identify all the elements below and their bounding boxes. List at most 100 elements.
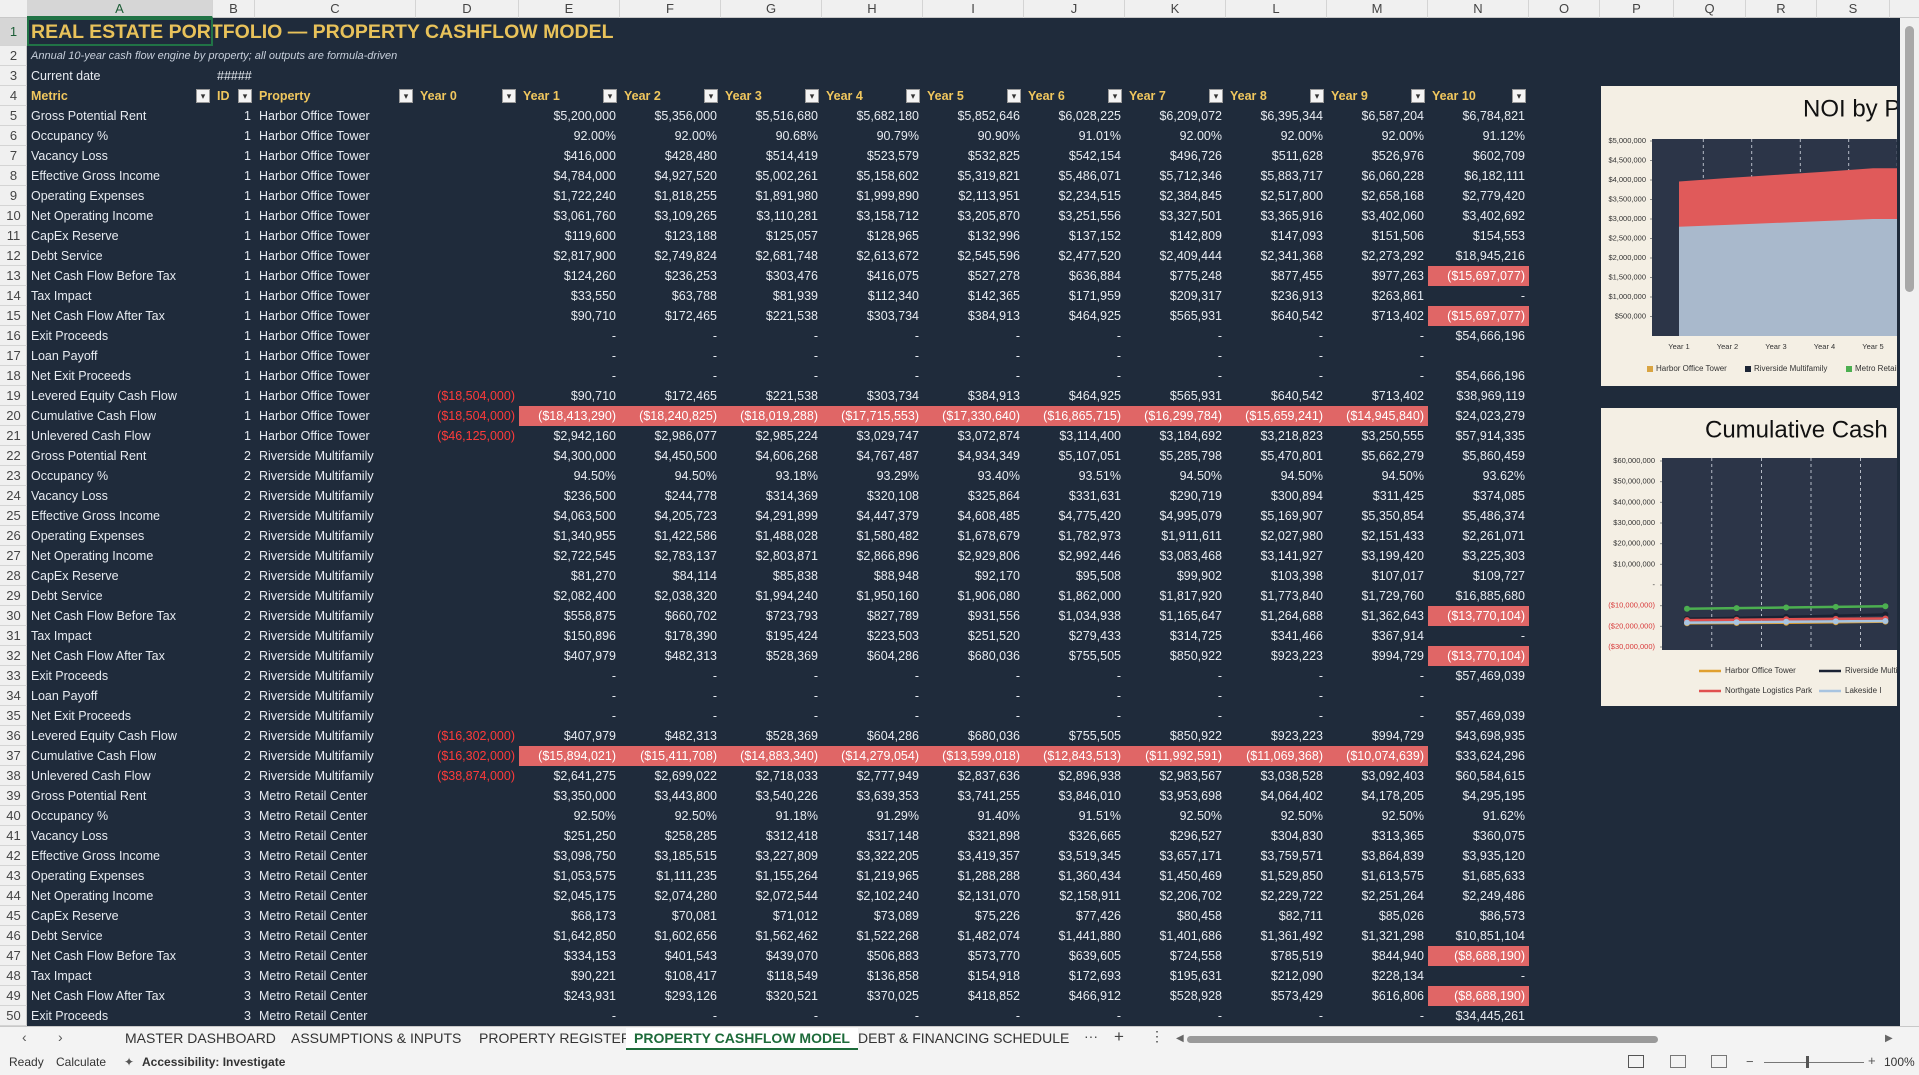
filter-button[interactable]: ▾ xyxy=(1512,89,1526,103)
sheet-tab[interactable]: DEBT & FINANCING SCHEDULE xyxy=(858,1030,1070,1046)
row-header[interactable]: 30 xyxy=(0,606,27,626)
horizontal-scroll-thumb[interactable] xyxy=(1187,1036,1658,1043)
column-header[interactable]: B xyxy=(213,0,255,18)
row-header[interactable]: 3 xyxy=(0,66,27,86)
row-header[interactable]: 29 xyxy=(0,586,27,606)
row-header[interactable]: 42 xyxy=(0,846,27,866)
filter-button[interactable]: ▾ xyxy=(704,89,718,103)
status-accessibility[interactable]: Accessibility: Investigate xyxy=(142,1055,286,1069)
filter-button[interactable]: ▾ xyxy=(1411,89,1425,103)
chart-panel[interactable]: Cumulative Cash ($30,000,000) ($20,000,000… xyxy=(1601,408,1897,706)
status-calculate[interactable]: Calculate xyxy=(56,1055,107,1069)
row-header[interactable]: 1 xyxy=(0,18,27,46)
row-header[interactable]: 24 xyxy=(0,486,27,506)
scroll-right[interactable]: ▶ xyxy=(1885,1033,1893,1044)
row-header[interactable]: 7 xyxy=(0,146,27,166)
zoom-level[interactable]: 100% xyxy=(1884,1055,1915,1069)
filter-button[interactable]: ▾ xyxy=(1007,89,1021,103)
column-header[interactable]: R xyxy=(1746,0,1817,18)
zoom-in[interactable]: + xyxy=(1868,1053,1876,1068)
column-header[interactable]: O xyxy=(1529,0,1600,18)
page-break-button[interactable] xyxy=(1711,1055,1727,1068)
scroll-thumb[interactable] xyxy=(1905,26,1914,292)
column-header[interactable]: H xyxy=(822,0,923,18)
row-header[interactable]: 45 xyxy=(0,906,27,926)
column-header[interactable]: P xyxy=(1600,0,1674,18)
row-header[interactable]: 4 xyxy=(0,86,27,106)
row-header[interactable]: 25 xyxy=(0,506,27,526)
sheet-tab[interactable]: PROPERTY CASHFLOW MODEL xyxy=(626,1028,858,1050)
row-header[interactable]: 19 xyxy=(0,386,27,406)
filter-button[interactable]: ▾ xyxy=(1108,89,1122,103)
vertical-scrollbar[interactable] xyxy=(1900,18,1919,1026)
column-header[interactable]: D xyxy=(416,0,519,18)
sheet-tab[interactable]: ASSUMPTIONS & INPUTS xyxy=(291,1030,462,1046)
row-header[interactable]: 39 xyxy=(0,786,27,806)
row-header[interactable]: 5 xyxy=(0,106,27,126)
row-header[interactable]: 33 xyxy=(0,666,27,686)
filter-button[interactable]: ▾ xyxy=(399,89,413,103)
row-header[interactable]: 43 xyxy=(0,866,27,886)
column-header[interactable]: C xyxy=(255,0,416,18)
filter-button[interactable]: ▾ xyxy=(196,89,210,103)
next-sheet-button[interactable]: › xyxy=(58,1029,63,1045)
column-header[interactable]: L xyxy=(1226,0,1327,18)
row-header[interactable]: 17 xyxy=(0,346,27,366)
column-header[interactable]: I xyxy=(923,0,1024,18)
row-header[interactable]: 22 xyxy=(0,446,27,466)
scroll-left[interactable]: ◀ xyxy=(1176,1033,1184,1044)
row-header[interactable]: 10 xyxy=(0,206,27,226)
row-header[interactable]: 26 xyxy=(0,526,27,546)
column-header[interactable]: J xyxy=(1024,0,1125,18)
add-sheet-button[interactable]: + xyxy=(1114,1027,1124,1046)
column-header[interactable]: G xyxy=(721,0,822,18)
row-header[interactable]: 35 xyxy=(0,706,27,726)
row-header[interactable]: 32 xyxy=(0,646,27,666)
sheet-options-button[interactable]: ⋮ xyxy=(1150,1028,1164,1044)
row-header[interactable]: 49 xyxy=(0,986,27,1006)
row-header[interactable]: 31 xyxy=(0,626,27,646)
row-header[interactable]: 50 xyxy=(0,1006,27,1026)
row-header[interactable]: 16 xyxy=(0,326,27,346)
row-header[interactable]: 34 xyxy=(0,686,27,706)
column-header[interactable]: N xyxy=(1428,0,1529,18)
row-header[interactable]: 12 xyxy=(0,246,27,266)
row-header[interactable]: 41 xyxy=(0,826,27,846)
zoom-handle[interactable] xyxy=(1806,1056,1809,1068)
filter-button[interactable]: ▾ xyxy=(1310,89,1324,103)
filter-button[interactable]: ▾ xyxy=(805,89,819,103)
row-header[interactable]: 36 xyxy=(0,726,27,746)
page-layout-button[interactable] xyxy=(1670,1055,1686,1068)
row-header[interactable]: 23 xyxy=(0,466,27,486)
column-header[interactable]: E xyxy=(519,0,620,18)
row-header[interactable]: 28 xyxy=(0,566,27,586)
row-header[interactable]: 2 xyxy=(0,46,27,66)
row-header[interactable]: 14 xyxy=(0,286,27,306)
chart-panel[interactable]: NOI by P $500,000 $1,000,000 $1,500,000 $2,0… xyxy=(1601,86,1897,386)
row-header[interactable]: 47 xyxy=(0,946,27,966)
filter-button[interactable]: ▾ xyxy=(1209,89,1223,103)
row-header[interactable]: 48 xyxy=(0,966,27,986)
row-header[interactable]: 18 xyxy=(0,366,27,386)
column-header[interactable]: K xyxy=(1125,0,1226,18)
row-header[interactable]: 6 xyxy=(0,126,27,146)
row-header[interactable]: 37 xyxy=(0,746,27,766)
row-header[interactable]: 44 xyxy=(0,886,27,906)
row-header[interactable]: 13 xyxy=(0,266,27,286)
filter-button[interactable]: ▾ xyxy=(603,89,617,103)
row-header[interactable]: 21 xyxy=(0,426,27,446)
row-header[interactable]: 9 xyxy=(0,186,27,206)
column-header[interactable]: M xyxy=(1327,0,1428,18)
zoom-out[interactable]: − xyxy=(1746,1054,1754,1069)
row-header[interactable]: 27 xyxy=(0,546,27,566)
filter-button[interactable]: ▾ xyxy=(238,89,252,103)
normal-view-button[interactable] xyxy=(1628,1055,1644,1068)
column-header[interactable]: A xyxy=(27,0,213,18)
row-header[interactable]: 38 xyxy=(0,766,27,786)
prev-sheet-button[interactable]: ‹ xyxy=(22,1029,27,1045)
row-header[interactable]: 20 xyxy=(0,406,27,426)
column-header[interactable]: Q xyxy=(1674,0,1746,18)
row-header[interactable]: 11 xyxy=(0,226,27,246)
sheet-tab[interactable]: MASTER DASHBOARD xyxy=(125,1030,276,1046)
filter-button[interactable]: ▾ xyxy=(906,89,920,103)
